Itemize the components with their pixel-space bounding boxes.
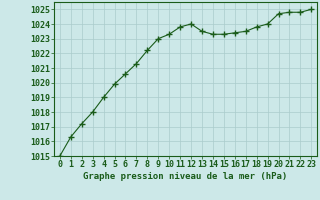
X-axis label: Graphe pression niveau de la mer (hPa): Graphe pression niveau de la mer (hPa): [84, 172, 288, 181]
